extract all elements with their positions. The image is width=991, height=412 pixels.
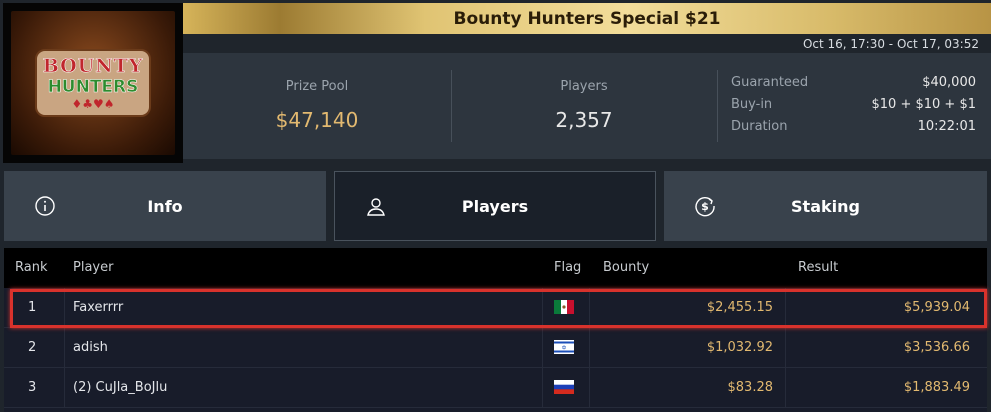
player-name[interactable]: Faxerrrr [73, 300, 124, 315]
prize-pool-value: $47,140 [275, 108, 359, 132]
title-bar: Bounty Hunters Special $21 [183, 3, 991, 34]
tab-players[interactable]: Players [334, 171, 656, 241]
tab-label: Players [461, 196, 529, 216]
flag-russia-icon [554, 380, 574, 394]
header-flag[interactable]: Flag [554, 260, 582, 275]
dollar-cycle-icon: $ [695, 197, 715, 217]
tab-label: Staking [791, 196, 860, 216]
header-bounty[interactable]: Bounty [603, 260, 650, 275]
guaranteed-label: Guaranteed [731, 75, 809, 90]
divider [64, 328, 65, 368]
tournament-dates: Oct 16, 17:30 - Oct 17, 03:52 [802, 37, 979, 51]
table-row[interactable]: 3 (2) CuJla_BoJlu $83.28 $1,883.49 [4, 368, 987, 408]
header-rank[interactable]: Rank [15, 260, 48, 275]
result-cell: $1,883.49 [903, 380, 970, 395]
players-table: Rank Player Flag Bounty Result 1 Faxerrr… [4, 248, 987, 412]
rank-cell: 1 [28, 300, 37, 315]
prize-pool-label: Prize Pool [285, 79, 349, 94]
tab-staking[interactable]: $ Staking [664, 171, 987, 241]
logo-text-1: BOUNTY [42, 55, 144, 78]
players-stat: Players 2,357 [451, 53, 717, 159]
divider [64, 288, 65, 328]
result-cell: $5,939.04 [903, 300, 970, 315]
buyin-label: Buy-in [731, 97, 773, 112]
divider [542, 328, 543, 368]
table-header: Rank Player Flag Bounty Result [4, 248, 987, 288]
divider [542, 368, 543, 408]
header-result[interactable]: Result [798, 260, 839, 275]
players-value: 2,357 [555, 108, 613, 132]
guaranteed-row: Guaranteed $40,000 [731, 75, 976, 90]
divider [589, 368, 590, 408]
header-player[interactable]: Player [73, 260, 114, 275]
player-name[interactable]: adish [73, 340, 108, 355]
stats-panel: Prize Pool $47,140 Players 2,357 Guarant… [183, 53, 991, 159]
svg-text:$: $ [701, 200, 709, 213]
divider [785, 328, 786, 368]
divider [64, 368, 65, 408]
rank-cell: 2 [28, 340, 37, 355]
buyin-row: Buy-in $10 + $10 + $1 [731, 97, 976, 112]
result-cell: $3,536.66 [903, 340, 970, 355]
svg-text:✡: ✡ [561, 345, 566, 352]
divider [589, 328, 590, 368]
buyin-value: $10 + $10 + $1 [871, 97, 976, 112]
tab-info[interactable]: Info [4, 171, 326, 241]
table-row[interactable]: 2 adish ✡ $1,032.92 $3,536.66 [4, 328, 987, 368]
divider [542, 288, 543, 328]
flag-israel-icon: ✡ [554, 340, 574, 354]
divider [589, 288, 590, 328]
duration-row: Duration 10:22:01 [731, 119, 976, 134]
bounty-cell: $2,455.15 [706, 300, 773, 315]
info-icon [35, 196, 55, 216]
rank-cell: 3 [28, 380, 37, 395]
tournament-logo: BOUNTY HUNTERS ♦♣♥♠ [3, 3, 183, 163]
players-label: Players [560, 79, 608, 94]
bounty-cell: $1,032.92 [706, 340, 773, 355]
duration-label: Duration [731, 119, 788, 134]
user-icon [367, 198, 385, 216]
suits-icon: ♦♣♥♠ [71, 97, 115, 111]
highlight-box [10, 289, 987, 328]
tab-label: Info [147, 196, 183, 216]
tournament-title: Bounty Hunters Special $21 [453, 8, 721, 29]
table-row[interactable]: 1 Faxerrrr $2,455.15 $5,939.04 [4, 288, 987, 328]
player-name[interactable]: (2) CuJla_BoJlu [73, 380, 168, 395]
divider [785, 288, 786, 328]
divider [451, 70, 452, 142]
duration-value: 10:22:01 [917, 119, 976, 134]
guaranteed-value: $40,000 [922, 75, 976, 90]
divider [785, 368, 786, 408]
bounty-cell: $83.28 [727, 380, 774, 395]
flag-mexico-icon [554, 300, 574, 314]
logo-text-2: HUNTERS [47, 77, 139, 98]
prize-pool-stat: Prize Pool $47,140 [183, 53, 451, 159]
divider [717, 70, 718, 142]
